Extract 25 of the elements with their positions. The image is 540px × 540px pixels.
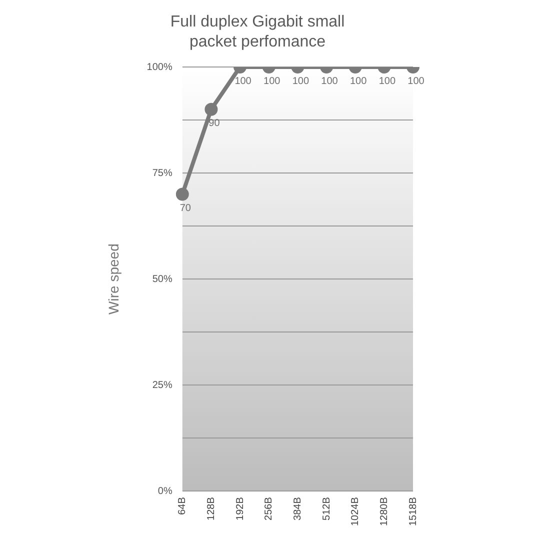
x-tick-label: 512B [321, 496, 332, 520]
chart-title: Full duplex Gigabit small packet perfomance [170, 13, 345, 50]
data-label: 90 [208, 118, 220, 130]
data-label: 100 [321, 76, 338, 87]
data-label: 100 [408, 76, 425, 87]
x-tick-label: 192B [234, 496, 246, 520]
y-tick-label: 100% [146, 62, 172, 73]
x-tick-label: 384B [292, 496, 304, 520]
x-tick-label: 256B [264, 496, 275, 520]
y-tick-label: 0% [158, 486, 172, 497]
y-tick-label: 50% [152, 274, 172, 285]
data-label: 100 [378, 76, 396, 87]
x-tick-label: 1518B [408, 496, 419, 526]
data-label: 100 [264, 76, 281, 87]
y-axis-title: Wire speed [105, 244, 122, 314]
data-label: 70 [180, 202, 192, 214]
y-tick-label: 75% [152, 168, 172, 179]
y-tick-label: 25% [152, 380, 172, 391]
x-tick-label: 1280B [378, 496, 390, 526]
x-tick-label: 128B [206, 496, 217, 520]
x-tick-label: 64B [177, 496, 188, 515]
data-label: 100 [350, 76, 368, 87]
data-label: 100 [234, 76, 252, 87]
data-label: 100 [292, 76, 310, 87]
x-tick-label: 1024B [350, 496, 362, 526]
